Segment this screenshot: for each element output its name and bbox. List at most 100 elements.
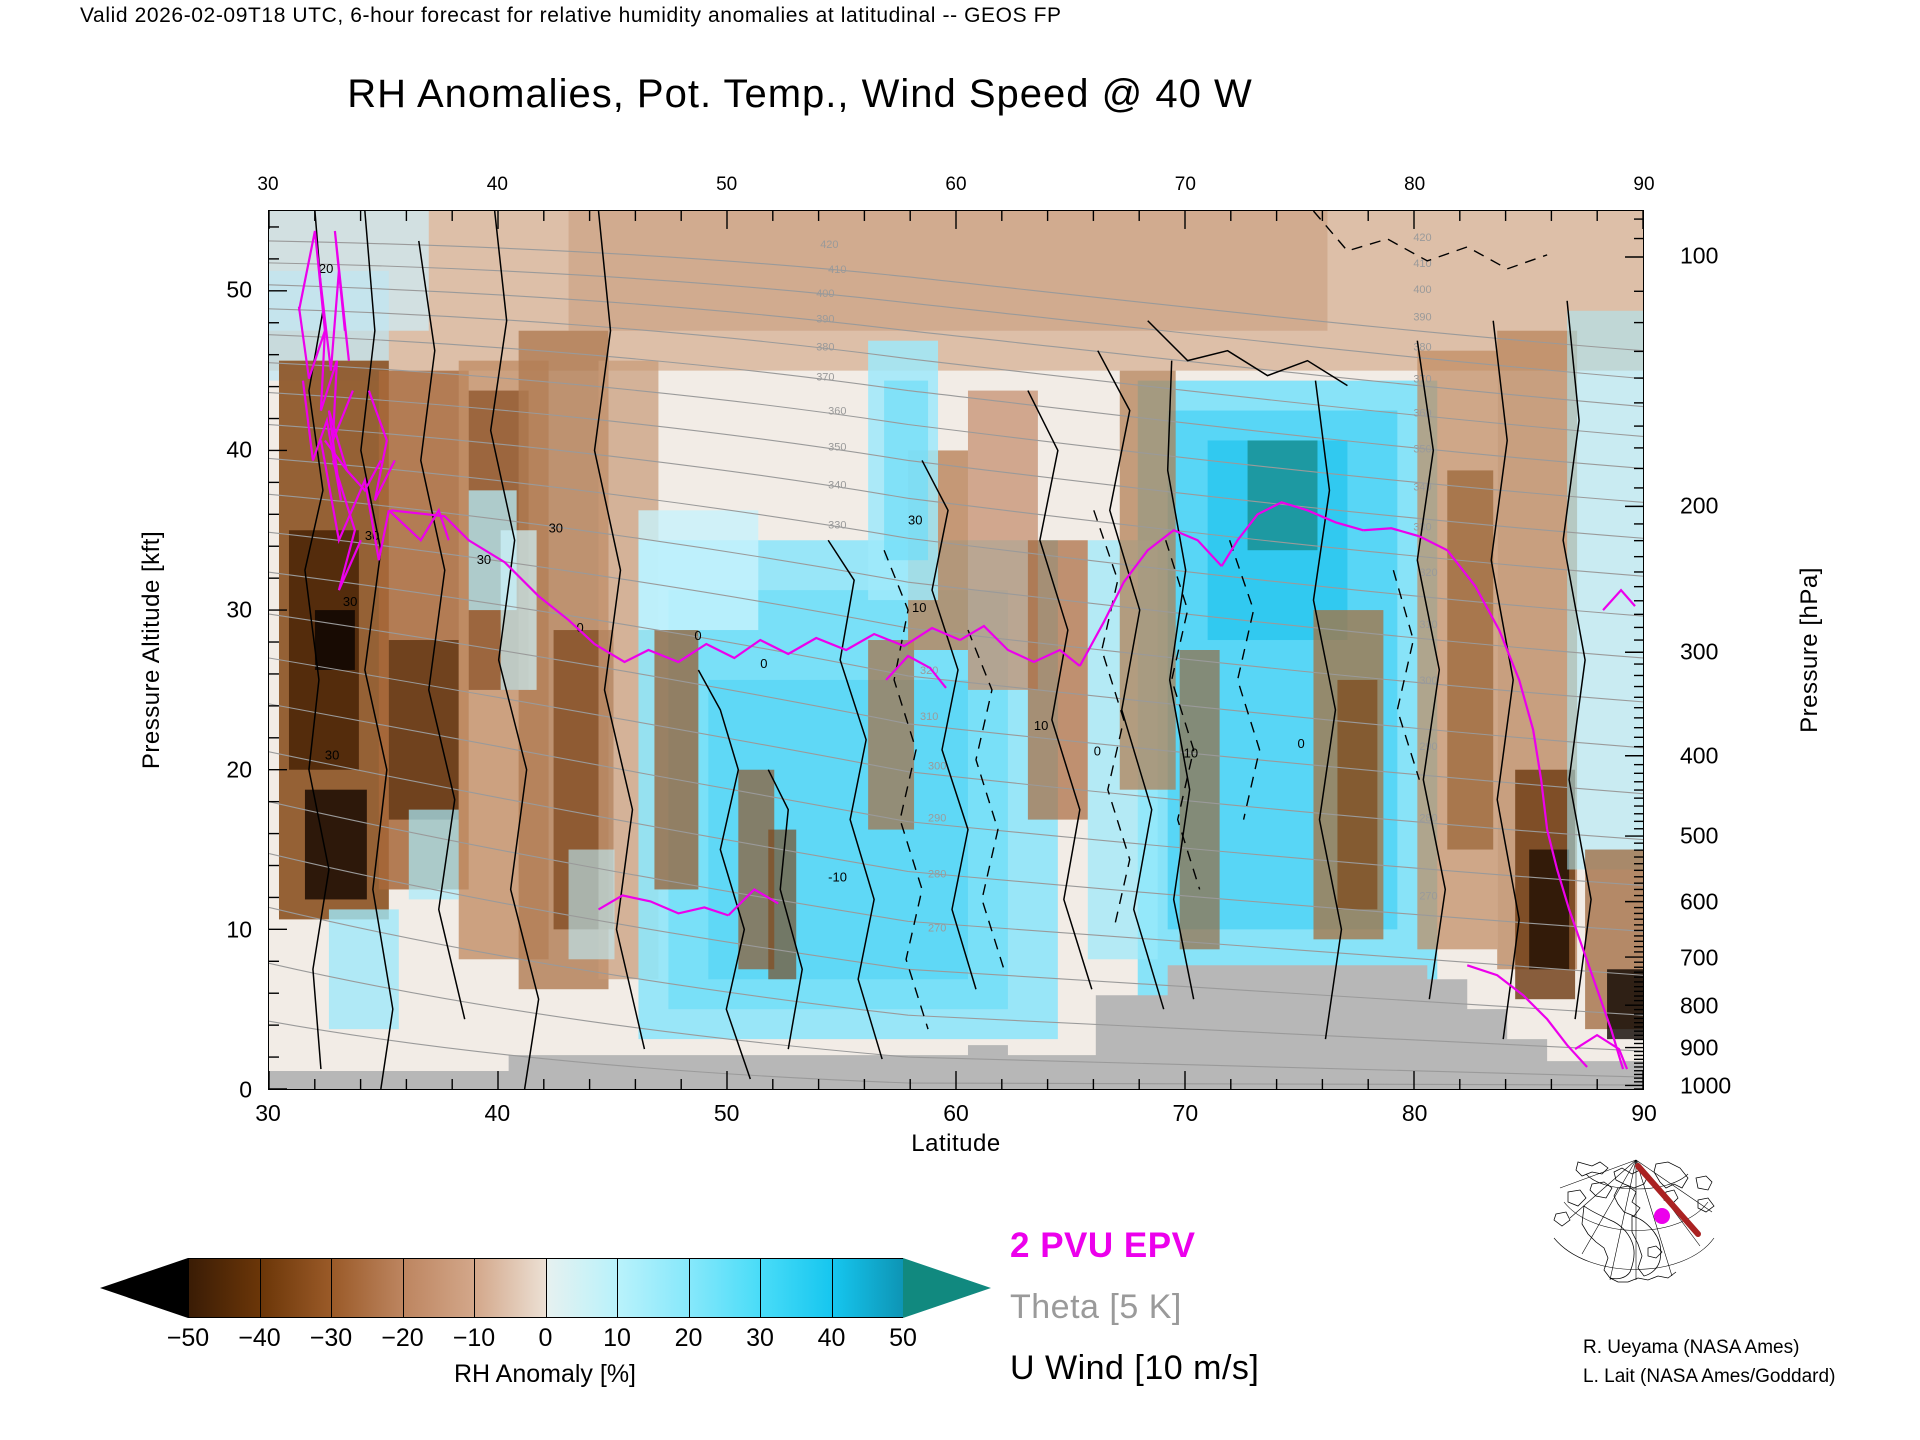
top-tick-40: 40 [486,174,508,195]
svg-text:10: 10 [980,211,994,214]
theta-contour-labels: 420 410 400 390 380 370 360 350 340 330 320 31… [816,232,1437,934]
svg-text:30: 30 [549,520,563,535]
x-tick-40: 40 [484,1100,511,1126]
colorbar-segment-5 [546,1259,618,1317]
colorbar-segment-6 [618,1259,690,1317]
svg-text:10: 10 [912,600,926,615]
axis-tick-marks [269,211,1643,1089]
top-tick-70: 70 [1174,174,1196,195]
colorbar-body [188,1258,904,1318]
colorbar-title: RH Anomaly [%] [453,1360,637,1388]
rh-anomaly-field [269,211,1643,1040]
p-tick-800: 800 [1680,992,1719,1019]
y-tick-20: 20 [226,756,252,783]
colorbar-over-arrow [903,1258,991,1318]
y-axis-label-right: Pressure [hPa] [1796,567,1823,733]
surface-mask [269,965,1643,1089]
location-marker [1654,1208,1670,1224]
svg-text:410: 410 [828,264,846,276]
svg-text:390: 390 [816,314,834,326]
top-tick-80: 80 [1404,174,1426,195]
y-tick-0: 0 [239,1076,252,1103]
attribution-line-1: R. Ueyama (NASA Ames) [1583,1337,1800,1358]
svg-text:280: 280 [1419,813,1437,825]
svg-text:380: 380 [1413,342,1431,354]
colorbar-tick-50: 50 [889,1324,917,1352]
theta-contours [269,240,1643,1086]
svg-text:280: 280 [928,868,946,880]
plot-canvas: 420 410 400 390 380 370 360 350 340 330 320 31… [269,211,1643,1089]
svg-text:420: 420 [820,239,838,251]
svg-text:300: 300 [1419,675,1437,687]
svg-text:350: 350 [828,441,846,453]
svg-text:360: 360 [828,406,846,418]
svg-text:400: 400 [816,288,834,300]
svg-text:380: 380 [816,342,834,354]
top-tick-50: 50 [716,174,738,195]
svg-text:0: 0 [1094,744,1101,759]
colorbar[interactable]: −50 −40 −30 −20 −10 0 10 20 30 40 50 RH Anomaly [%… [100,1258,1000,1388]
main-plot[interactable]: 420 410 400 390 380 370 360 350 340 330 320 31… [268,210,1644,1090]
x-tick-60: 60 [943,1100,969,1126]
svg-text:0: 0 [760,656,767,671]
x-axis-label: Latitude [911,1130,1001,1157]
colorbar-segment-9 [832,1259,904,1317]
svg-text:0: 0 [1298,736,1305,751]
svg-text:330: 330 [828,519,846,531]
svg-text:30: 30 [477,552,491,567]
colorbar-segment-8 [761,1259,833,1317]
svg-text:320: 320 [920,665,938,677]
page-title: RH Anomalies, Pot. Temp., Wind Speed @ 4… [347,72,1253,116]
svg-text:30: 30 [325,748,339,763]
legend-theta-label: Theta [5 K] [1010,1288,1182,1326]
colorbar-tick--10: −10 [452,1324,496,1352]
colorbar-tick--20: −20 [381,1324,424,1352]
x-tick-90: 90 [1631,1100,1657,1126]
colorbar-segment-4 [475,1259,547,1317]
svg-text:0: 0 [577,620,584,635]
attribution-line-2: L. Lait (NASA Ames/Goddard) [1583,1365,1836,1387]
svg-text:30: 30 [343,594,357,609]
legend-uwind-label: U Wind [10 m/s] [1010,1349,1260,1387]
colorbar-tick-0: 0 [538,1324,553,1352]
colorbar-segment-7 [689,1259,761,1317]
inset-locator-map[interactable] [1548,1158,1718,1286]
top-tick-90: 90 [1633,174,1655,195]
svg-text:420: 420 [1413,232,1431,244]
p-tick-500: 500 [1680,822,1719,849]
p-tick-400: 400 [1680,742,1719,769]
svg-text:400: 400 [1413,284,1431,296]
x-tick-80: 80 [1401,1100,1428,1126]
inset-map-svg [1548,1158,1718,1286]
svg-text:30: 30 [908,512,922,527]
y-tick-10: 10 [226,916,252,943]
colorbar-tick-30: 30 [746,1324,774,1352]
x-tick-70: 70 [1172,1100,1199,1126]
p-tick-100: 100 [1680,242,1719,269]
svg-text:370: 370 [816,372,834,384]
svg-text:360: 360 [1413,408,1431,420]
svg-text:350: 350 [1413,443,1431,455]
y-axis-label-left: Pressure Altitude [kft] [138,530,165,770]
colorbar-tick-40: 40 [817,1324,846,1352]
svg-text:300: 300 [928,761,946,773]
epv-2pvu-contour [297,230,1636,1070]
uwind-contours [304,211,1592,1089]
uwind-contours-dashed [883,211,1548,1030]
svg-text:340: 340 [1413,481,1431,493]
top-tick-30: 30 [257,174,279,195]
svg-text:340: 340 [828,479,846,491]
svg-text:0: 0 [1118,211,1125,214]
transect-line [1635,1163,1701,1237]
svg-text:310: 310 [1419,619,1437,631]
p-tick-700: 700 [1680,944,1719,971]
svg-text:320: 320 [1419,567,1437,579]
top-tick-60: 60 [945,174,967,195]
svg-text:20: 20 [319,261,333,276]
colorbar-tick-20: 20 [674,1324,703,1352]
x-tick-50: 50 [713,1100,740,1126]
legend-epv-label: 2 PVU EPV [1010,1226,1196,1265]
colorbar-tick-10: 10 [603,1324,631,1352]
svg-text:310: 310 [920,711,938,723]
header-valid-time: Valid 2026-02-09T18 UTC, 6-hour forecast… [80,4,1062,27]
